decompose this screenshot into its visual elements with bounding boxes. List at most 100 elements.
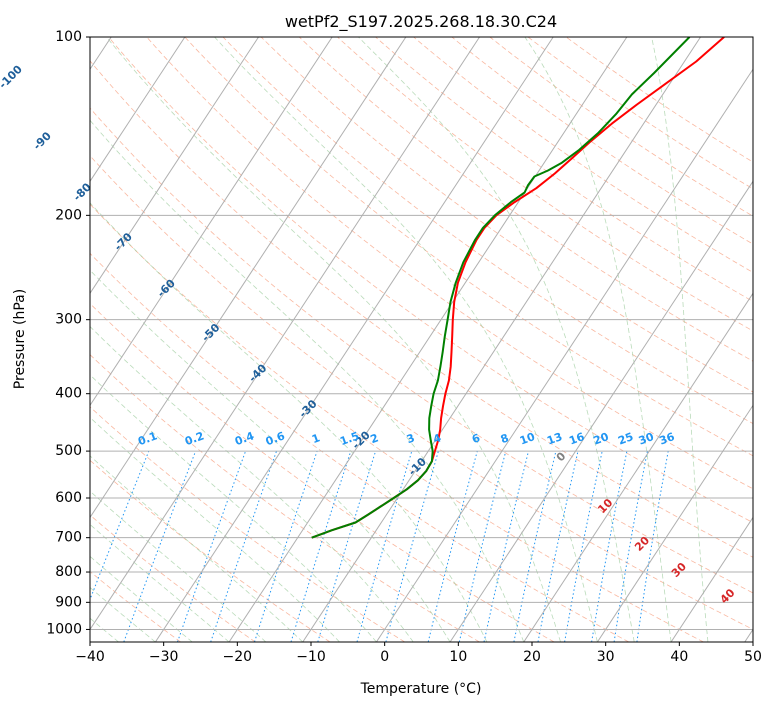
mixing-ratio-label: 0.6 [264, 429, 287, 448]
mixing-ratio-line [483, 450, 529, 642]
isotherm-gridline [596, 404, 753, 642]
moist-adiabat [90, 490, 267, 642]
isotherm-gridline [90, 37, 186, 183]
dry-adiabat [298, 37, 753, 362]
x-tick-label: 50 [744, 649, 762, 665]
moist-adiabat [651, 37, 709, 642]
dry-adiabat [489, 37, 753, 217]
moist-adiabat [90, 269, 451, 642]
isotherm-gridline [523, 292, 753, 642]
mixing-ratio-line [177, 450, 247, 642]
x-tick-label: 0 [380, 649, 389, 665]
isotherm-gridline [302, 37, 701, 642]
y-tick-label: 300 [55, 312, 82, 328]
dry-adiabat [90, 155, 753, 630]
y-tick-label: 400 [55, 386, 82, 402]
dry-adiabat [90, 302, 555, 642]
dry-adiabat [451, 37, 753, 245]
x-tick-label: 30 [597, 649, 615, 665]
mixing-ratio-label: 25 [616, 430, 635, 447]
moist-adiabat [90, 202, 488, 642]
mixing-ratio-line [513, 450, 557, 642]
y-tick-label: 200 [55, 207, 82, 223]
moist-adiabat [90, 374, 377, 642]
dry-adiabat [108, 37, 753, 524]
moist-adiabat [90, 586, 156, 642]
mixing-ratio-label: 2 [369, 431, 381, 446]
moist-adiabat [90, 416, 340, 642]
isotherm-gridline [90, 37, 407, 519]
mixing-ratio-line [123, 450, 197, 642]
isotherm-gridline [670, 516, 753, 642]
x-tick-label: 10 [449, 649, 467, 665]
moist-adiabat [90, 455, 303, 642]
mixing-ratio-line [537, 450, 579, 642]
dry-adiabat [565, 37, 753, 163]
axes: −40 −30 −20 −10 0 10 20 30 40 5010020030040050060… [46, 29, 762, 665]
dry-adiabat [375, 37, 753, 302]
mixing-ratio-line [90, 450, 150, 601]
mixing-ratio-label: 13 [545, 430, 564, 447]
mixing-ratio-label: 30 [637, 430, 656, 448]
isotherm-gridline [90, 37, 259, 295]
isotherm-gridline [90, 37, 333, 407]
dry-adiabat [90, 406, 405, 642]
dry-adiabat [90, 252, 629, 642]
mixing-ratio-label: 0.2 [183, 429, 206, 448]
y-tick-label: 500 [55, 443, 82, 459]
moist-adiabat [358, 37, 635, 642]
plot-frame [89, 36, 754, 643]
isotherm-gridline [449, 180, 753, 642]
mixing-ratio-label: 8 [499, 431, 511, 446]
mixing-ratio-label: 0.1 [136, 429, 159, 448]
x-tick-label: 20 [523, 649, 541, 665]
x-tick-label: −20 [223, 649, 253, 665]
y-axis-label: Pressure (hPa) [12, 289, 28, 389]
mixing-ratio-line [636, 451, 669, 642]
y-tick-label: 800 [55, 564, 82, 580]
x-tick-label: −30 [149, 649, 179, 665]
chart-title: wetPf2_S197.2025.268.18.30.C24 [285, 12, 557, 32]
isotherm-gridline [154, 37, 554, 642]
dry-adiabat [90, 107, 753, 594]
x-tick-label: 40 [670, 649, 688, 665]
y-tick-label: 100 [55, 29, 82, 45]
mixing-ratio-label: 36 [658, 430, 677, 448]
moist-adiabat [214, 37, 598, 642]
mixing-ratio-label: 16 [567, 430, 586, 448]
y-tick-label: 900 [55, 594, 82, 610]
profile-lines [311, 37, 725, 539]
dry-adiabat [260, 37, 753, 393]
x-tick-label: −10 [296, 649, 326, 665]
x-axis-label: Temperature (°C) [360, 681, 482, 697]
mixing-ratio-label: 3 [405, 431, 417, 446]
mixing-ratio-label: 4 [431, 431, 443, 446]
mixing-ratio-line [427, 450, 478, 642]
mixing-ratio-line [210, 450, 277, 642]
mixing-ratio-label: 6 [470, 431, 482, 446]
moist-adiabat [524, 37, 672, 642]
dewpoint-profile-line [311, 37, 691, 539]
dry-adiabat [222, 37, 753, 424]
mixing-ratio-label: 1.5 [338, 429, 361, 448]
moist-adiabat [90, 523, 230, 642]
mixing-ratio-label: 20 [592, 430, 611, 448]
moist-adiabat [106, 37, 561, 642]
mixing-ratio-label: 0.4 [233, 429, 256, 448]
y-tick-label: 1000 [46, 621, 82, 637]
moist-adiabat [90, 555, 193, 642]
mixing-ratio-line [385, 450, 439, 642]
isotherm-gridline [90, 37, 480, 631]
background-lines [90, 37, 753, 642]
mixing-ratio-line [458, 450, 507, 642]
isotherm-gridline [228, 37, 628, 642]
mixing-ratio-line [591, 451, 628, 642]
x-tick-label: −40 [75, 649, 105, 665]
moist-adiabat [90, 119, 525, 642]
y-tick-label: 700 [55, 530, 82, 546]
dry-adiabat [90, 60, 753, 558]
y-tick-label: 600 [55, 490, 82, 506]
isotherm-gridline [375, 68, 753, 642]
